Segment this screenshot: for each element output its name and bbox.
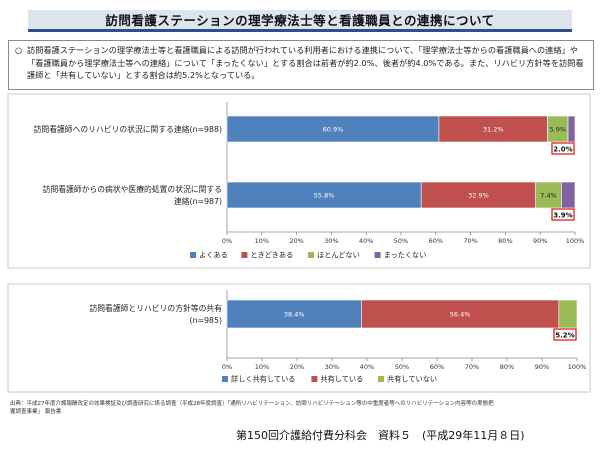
legend-label: 共有している (320, 375, 363, 384)
x-tick-label: 0% (222, 237, 232, 245)
x-tick-label: 90% (533, 237, 547, 245)
data-label: 38.4% (284, 311, 305, 319)
bar-segment (535, 181, 562, 209)
x-tick-label: 30% (325, 363, 339, 371)
source-note-2: 握調査事業」 報告書 (10, 409, 62, 415)
legend-swatch (308, 252, 314, 258)
bar-segment (558, 299, 578, 329)
bar-segment (226, 115, 440, 143)
legend-label: ときどきある (250, 251, 293, 260)
chart-policy-sharing: 0% 10% 20% 30% 40% 50% 60% 70% 80% 90% 100% 38.4% 56… (7, 283, 591, 393)
highlight-box (551, 142, 575, 155)
data-label: 32.9% (468, 192, 489, 200)
page-title: 訪問看護ステーションの理学療法士等と看護職員との連携について (105, 13, 495, 28)
x-tick-label: 90% (535, 363, 549, 371)
bar-segment (561, 181, 576, 209)
data-label: 55.8% (314, 192, 335, 200)
page-title-bar: 訪問看護ステーションの理学療法士等と看護職員との連携について (28, 10, 572, 32)
legend-label: 共有していない (387, 375, 437, 384)
x-tick-label: 70% (465, 363, 479, 371)
legend-swatch (311, 376, 318, 382)
legend-swatch (378, 376, 384, 382)
x-tick-label: 100% (566, 237, 585, 245)
x-tick-label: 40% (359, 237, 373, 245)
plot-frame (7, 93, 591, 269)
x-tick-label: 20% (290, 363, 304, 371)
x-tick-label: 70% (463, 237, 477, 245)
data-label-highlight: 5.2% (555, 331, 574, 339)
bar-segment (438, 115, 548, 143)
data-label: 60.9% (323, 126, 344, 134)
data-label-highlight: 2.0% (553, 145, 572, 153)
plot-frame (7, 283, 591, 393)
source-note-1: 出典：平成27年度介護報酬改定の効果検証及び調査研究に係る調査（平成28年度調査… (10, 401, 494, 407)
data-label: 5.9% (550, 126, 567, 134)
legend-label: 詳しく共有している (231, 375, 295, 384)
legend-swatch (241, 252, 248, 258)
highlight-box (551, 208, 575, 221)
x-tick-label: 30% (324, 237, 338, 245)
bar-segment (567, 115, 576, 143)
category-label: 訪問看護師とリハビリの方針等の共有 (89, 303, 222, 313)
summary-bullet: ○ (15, 45, 23, 55)
legend-swatch (374, 252, 381, 258)
x-tick-label: 60% (430, 363, 444, 371)
x-tick-label: 10% (255, 237, 269, 245)
category-label: 連絡(n=987) (174, 196, 222, 206)
category-label: 訪問看護師へのリハビリの状況に関する連絡(n=988) (34, 124, 222, 134)
data-label: 56.4% (450, 311, 471, 319)
x-tick-label: 80% (500, 363, 514, 371)
footer-citation: 第150回介護給付費分科会 資料５ (平成29年11月８日) (236, 429, 525, 442)
chart-contact: 0% 10% 20% 30% 40% 50% 60% 70% 80% 90% 100% 60.9% 31… (7, 93, 591, 269)
x-tick-label: 40% (360, 363, 374, 371)
x-tick-label: 50% (395, 363, 409, 371)
data-label: 31.2% (483, 126, 504, 134)
bar-segment (226, 181, 422, 209)
legend-swatch (190, 252, 196, 258)
x-tick-label: 80% (498, 237, 512, 245)
data-label: 7.4% (540, 192, 557, 200)
data-label-highlight: 3.9% (553, 211, 572, 219)
highlight-box (553, 328, 577, 341)
bar-segment (361, 299, 560, 329)
bar-segment (420, 181, 536, 209)
x-tick-label: 0% (222, 363, 232, 371)
legend-swatch (222, 376, 228, 382)
legend-label: まったくない (384, 251, 427, 260)
category-label: (n=985) (190, 316, 222, 325)
legend-label: ほとんどない (317, 251, 360, 260)
x-tick-label: 50% (394, 237, 408, 245)
legend-label: よくある (199, 251, 228, 260)
x-tick-label: 100% (568, 363, 587, 371)
x-tick-label: 60% (429, 237, 443, 245)
summary-box: ○ 訪問看護ステーションの理学療法士等と看護職員による訪問が行われている利用者に… (8, 40, 594, 90)
category-label: 訪問看護師からの病状や医療的処置の状況に関する (43, 184, 222, 194)
x-tick-label: 10% (255, 363, 269, 371)
x-tick-label: 20% (289, 237, 303, 245)
summary-text: 訪問看護ステーションの理学療法士等と看護職員による訪問が行われている利用者におけ… (27, 45, 584, 80)
